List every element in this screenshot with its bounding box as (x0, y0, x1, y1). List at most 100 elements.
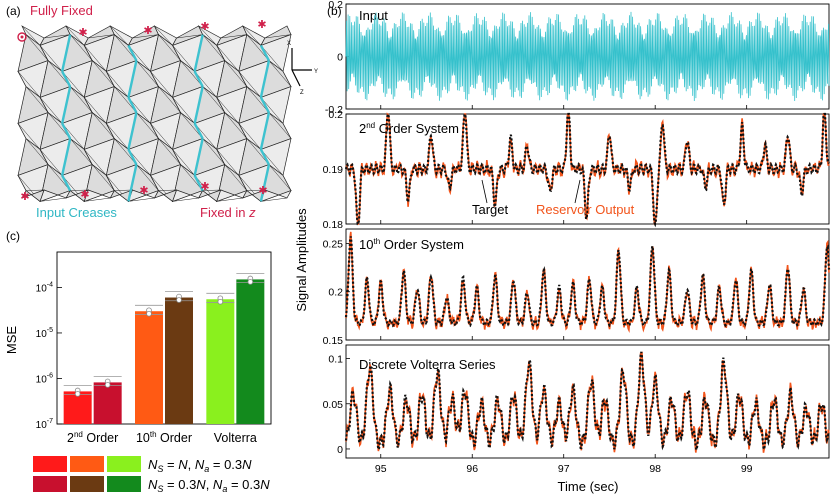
y-tick-label: 0.19 (323, 164, 344, 176)
y-tick-label: 0.2 (328, 0, 343, 11)
input-crease (259, 148, 270, 166)
y-tick-label: 10-5 (36, 327, 53, 340)
origami-diagonal (92, 164, 115, 191)
origami-diagonal (39, 97, 63, 124)
input-crease (60, 86, 72, 124)
origami-diagonal (180, 60, 203, 87)
origami-diagonal (198, 25, 217, 46)
bar (206, 299, 235, 424)
origami-diagonal (246, 138, 270, 165)
origami-diagonal (70, 189, 89, 191)
target-label: Target (472, 202, 509, 217)
origami-diagonal (25, 138, 49, 165)
origami-diagonal (136, 60, 159, 87)
origami-diagonal (202, 189, 221, 191)
fully-fixed-marker (17, 32, 27, 42)
input-crease (193, 70, 204, 88)
origami-diagonal (158, 138, 181, 165)
y-tick-label: 10-7 (36, 418, 53, 431)
origami-diagonal (17, 123, 41, 150)
origami-diagonal (154, 25, 173, 46)
origami-diagonal (268, 60, 292, 87)
origami-diagonal (84, 149, 107, 176)
origami-diagonal (106, 71, 129, 98)
x-tick-label: 97 (558, 463, 570, 475)
subplot-title: Input (359, 8, 388, 23)
fixed-marker: ✱ (20, 191, 29, 203)
origami-diagonal (202, 86, 225, 113)
category-label: Volterra (214, 431, 257, 445)
data-point (146, 310, 152, 317)
input-crease (193, 138, 204, 176)
target-series (344, 110, 830, 228)
y-tick-label: 0 (337, 52, 343, 64)
origami-diagonal (110, 25, 129, 46)
origami-diagonal (17, 71, 41, 98)
input-crease (127, 164, 138, 202)
fixed-marker: ✱ (78, 27, 87, 39)
origami-diagonal (92, 60, 115, 87)
origami-diagonal (216, 197, 243, 202)
origami-diagonal (114, 189, 133, 191)
input-series (345, 11, 830, 102)
bar (165, 297, 193, 424)
origami-diagonal (176, 34, 203, 39)
input-crease (259, 164, 271, 202)
origami-diagonal (69, 34, 93, 61)
target-series (344, 236, 831, 328)
origami-diagonal (47, 164, 71, 191)
fully-fixed-label: Fully Fixed (30, 3, 93, 18)
input-crease (127, 96, 138, 114)
fixed-marker: ✱ (200, 181, 209, 193)
origami-diagonal (220, 34, 247, 39)
fixed-marker: ✱ (80, 189, 89, 201)
legend: NS = N, Na = 0.3N NS = 0.3N, Na = 0.3N (33, 456, 270, 494)
legend-swatch (107, 456, 141, 472)
origami-diagonal (238, 123, 262, 150)
data-point (217, 298, 224, 305)
origami-pattern: ✱ ✱ ✱ ✱ ✱ ✱ ✱ ✱ ✱ (17, 19, 292, 203)
origami-diagonal (158, 34, 181, 61)
input-crease (61, 70, 72, 88)
x-tick-label: 98 (649, 463, 661, 475)
origami-diagonal (268, 112, 292, 139)
panel-b-label: (b) (327, 4, 342, 18)
origami-diagonal (40, 197, 67, 202)
axis-z-label: Z (300, 90, 304, 96)
origami-diagonal (260, 45, 284, 72)
origami-diagonal (25, 34, 49, 61)
origami-diagonal (260, 149, 284, 176)
input-crease (127, 60, 138, 98)
origami-diagonal (202, 34, 225, 61)
x-tick-label: 95 (375, 463, 387, 475)
axis-y-label: Y (314, 69, 318, 75)
y-tick-label: 0.05 (323, 399, 344, 411)
origami-diagonal (128, 97, 151, 124)
subplot-3: 0.25 0.2 0.15 10th Order System (323, 228, 831, 347)
legend-label: NS = N, Na = 0.3N (148, 457, 252, 474)
y-tick-label: 0.2 (328, 287, 343, 299)
origami-diagonal (224, 164, 248, 191)
origami-diagonal (150, 123, 173, 150)
fixed-marker: ✱ (139, 185, 148, 197)
fixed-marker: ✱ (257, 19, 266, 31)
origami-diagonal (114, 86, 137, 113)
bar (236, 279, 265, 424)
origami-diagonal (88, 34, 115, 39)
subplot-2: 0.2 0.19 0.18 2nd Order System (323, 109, 830, 231)
origami-diagonal (158, 189, 177, 191)
origami-diagonal (216, 97, 240, 124)
origami-diagonal (238, 71, 262, 98)
subplot-1: 0.2 0 -0.2 Input (325, 0, 830, 116)
origami-diagonal (172, 149, 195, 176)
fixed-marker: ✱ (143, 25, 152, 37)
input-crease (193, 34, 204, 72)
origami-diagonal (132, 34, 159, 39)
data-point (104, 382, 111, 388)
x-tick-label: 96 (466, 463, 478, 475)
panel-c: (c) MSE 10-4 10-5 10-6 10-7 2nd Order 10th Or… (4, 229, 272, 494)
mse-axis-label: MSE (4, 326, 19, 355)
target-pointer (481, 179, 488, 204)
input-crease (259, 60, 271, 98)
